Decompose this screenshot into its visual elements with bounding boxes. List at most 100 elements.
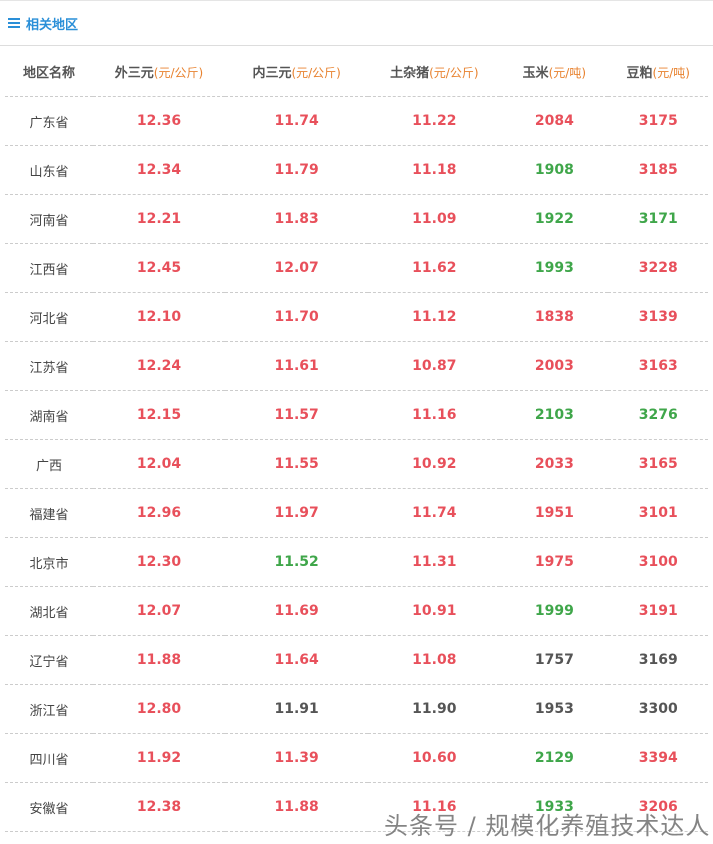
- column-header: 内三元(元/公斤): [224, 46, 369, 97]
- column-unit: (元/吨): [652, 65, 690, 80]
- price-cell: 1922: [500, 194, 609, 244]
- column-unit: (元/吨): [548, 65, 587, 80]
- price-cell: 10.60: [368, 733, 501, 783]
- price-cell: 3394: [608, 733, 708, 783]
- column-label: 外三元: [114, 65, 154, 81]
- column-unit: (元/公斤): [291, 65, 341, 80]
- price-cell: 1933: [500, 782, 609, 832]
- table-row: 山东省 12.34 11.79 11.18 1908 3185: [5, 145, 708, 195]
- region-name: 广东省: [5, 96, 94, 146]
- price-cell: 1975: [500, 537, 609, 587]
- price-cell: 2003: [500, 341, 609, 391]
- price-cell: 3185: [608, 145, 708, 195]
- price-cell: 2033: [500, 439, 609, 489]
- table-row: 广西 12.04 11.55 10.92 2033 3165: [5, 439, 708, 489]
- region-name: 江西省: [5, 243, 94, 293]
- table-row: 河北省 12.10 11.70 11.12 1838 3139: [5, 292, 708, 342]
- price-cell: 11.88: [224, 782, 369, 832]
- region-name: 湖南省: [5, 390, 94, 440]
- price-cell: 3173: [608, 831, 708, 844]
- price-cell: 12.96: [93, 488, 225, 538]
- price-cell: 11.92: [93, 733, 225, 783]
- price-cell: 11.09: [368, 194, 501, 244]
- price-cell: 3101: [608, 488, 708, 538]
- column-label: 土杂猪: [390, 65, 430, 81]
- price-cell: 1757: [500, 635, 609, 685]
- price-cell: 3228: [608, 243, 708, 293]
- price-cell: 11.83: [224, 194, 369, 244]
- price-cell: 11.16: [368, 782, 501, 832]
- price-cell: 2129: [500, 733, 609, 783]
- price-cell: 1999: [500, 586, 609, 636]
- column-label: 地区名称: [23, 65, 76, 81]
- region-name: 广西: [5, 439, 94, 489]
- table-row: 辽宁省 11.88 11.64 11.08 1757 3169: [5, 635, 708, 685]
- table-row: 浙江省 12.80 11.91 11.90 1953 3300: [5, 684, 708, 734]
- column-header: 外三元(元/公斤): [93, 46, 225, 97]
- column-label: 玉米: [522, 65, 549, 81]
- region-name: 山西省: [5, 831, 94, 844]
- price-cell: 11.39: [224, 733, 369, 783]
- price-cell: 10.92: [368, 439, 501, 489]
- price-cell: 12.80: [93, 684, 225, 734]
- price-cell: 11.97: [224, 488, 369, 538]
- price-cell: 11.22: [368, 96, 501, 146]
- region-name: 浙江省: [5, 684, 94, 734]
- price-cell: 11.74: [368, 488, 501, 538]
- price-cell: 3191: [608, 586, 708, 636]
- region-name: 辽宁省: [5, 635, 94, 685]
- price-cell: 2084: [500, 96, 609, 146]
- section-header[interactable]: 相关地区: [0, 1, 713, 46]
- column-label: 豆粕: [626, 65, 653, 81]
- price-cell: 11.91: [224, 684, 369, 734]
- price-cell: 11.17: [368, 831, 501, 844]
- menu-icon: [8, 18, 20, 28]
- price-cell: 1951: [500, 488, 609, 538]
- price-cell: 12.15: [93, 390, 225, 440]
- price-cell: 11.18: [368, 145, 501, 195]
- region-name: 江苏省: [5, 341, 94, 391]
- table-row: 北京市 12.30 11.52 11.31 1975 3100: [5, 537, 708, 587]
- price-cell: 12.36: [93, 96, 225, 146]
- table-row: 安徽省 12.38 11.88 11.16 1933 3206: [5, 782, 708, 832]
- price-cell: 3276: [608, 390, 708, 440]
- price-cell: 11.74: [224, 96, 369, 146]
- price-cell: 3300: [608, 684, 708, 734]
- region-name: 四川省: [5, 733, 94, 783]
- region-name: 福建省: [5, 488, 94, 538]
- price-cell: 2103: [500, 390, 609, 440]
- price-cell: 3171: [608, 194, 708, 244]
- price-cell: 11.64: [224, 635, 369, 685]
- region-name: 河南省: [5, 194, 94, 244]
- price-cell: 1953: [500, 684, 609, 734]
- price-cell: 1838: [500, 292, 609, 342]
- price-cell: 12.07: [224, 243, 369, 293]
- price-cell: 11.61: [224, 341, 369, 391]
- price-cell: 12.04: [93, 439, 225, 489]
- table-header-row: 地区名称 外三元(元/公斤) 内三元(元/公斤) 土杂猪(元/公斤) 玉米(元/吨) 豆粕…: [5, 46, 708, 97]
- divider: [0, 0, 713, 1]
- price-cell: 11.70: [224, 292, 369, 342]
- price-cell: 11.88: [93, 635, 225, 685]
- price-cell: 12.24: [93, 341, 225, 391]
- price-cell: 12.34: [93, 145, 225, 195]
- region-name: 安徽省: [5, 782, 94, 832]
- price-cell: 10.91: [368, 586, 501, 636]
- price-cell: 11.52: [224, 537, 369, 587]
- price-cell: 11.79: [224, 145, 369, 195]
- price-cell: 11.12: [368, 292, 501, 342]
- region-name: 湖北省: [5, 586, 94, 636]
- watermark: 头条号 / 规模化养殖技术达人: [384, 812, 711, 840]
- section-title: 相关地区: [26, 17, 79, 33]
- table-row: 四川省 11.92 11.39 10.60 2129 3394: [5, 733, 708, 783]
- column-header: 土杂猪(元/公斤): [368, 46, 501, 97]
- column-header: 玉米(元/吨): [500, 46, 609, 97]
- price-cell: 1993: [500, 243, 609, 293]
- price-cell: 11.90: [368, 684, 501, 734]
- price-cell: 12.21: [93, 194, 225, 244]
- table-row: 福建省 12.96 11.97 11.74 1951 3101: [5, 488, 708, 538]
- price-cell: 3163: [608, 341, 708, 391]
- price-table: 地区名称 外三元(元/公斤) 内三元(元/公斤) 土杂猪(元/公斤) 玉米(元/吨) 豆粕…: [5, 46, 708, 844]
- table-row: 湖南省 12.15 11.57 11.16 2103 3276: [5, 390, 708, 440]
- column-unit: (元/公斤): [153, 65, 204, 80]
